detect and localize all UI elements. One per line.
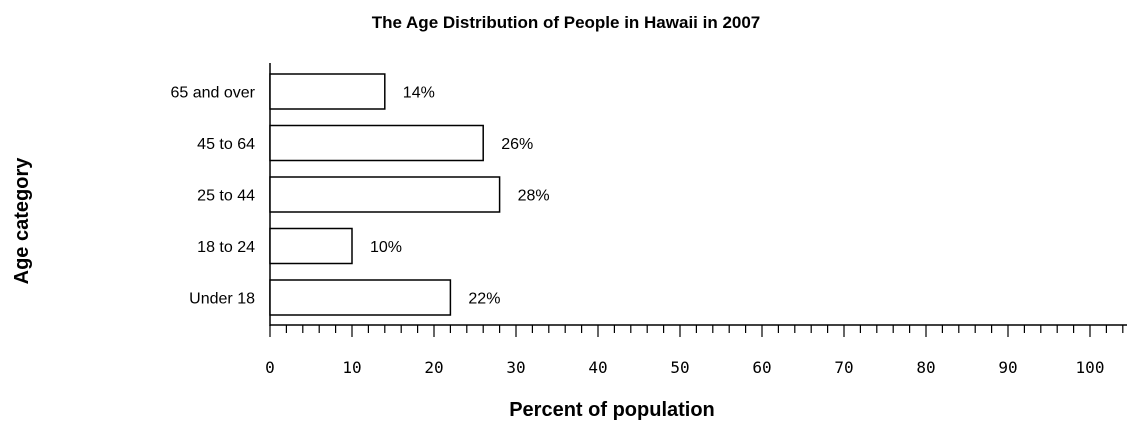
x-tick-label: 50 — [670, 358, 689, 377]
x-tick-label: 40 — [588, 358, 607, 377]
data-label: 26% — [501, 136, 533, 153]
x-tick-label: 80 — [916, 358, 935, 377]
data-label: 28% — [518, 188, 550, 205]
x-tick-label: 90 — [998, 358, 1017, 377]
x-tick-label: 30 — [506, 358, 525, 377]
bar — [269, 176, 501, 213]
x-tick-label: 100 — [1076, 358, 1105, 377]
y-axis-title: Age category — [11, 157, 33, 285]
data-label: 14% — [403, 85, 435, 102]
bar — [269, 227, 353, 265]
y-tick-label: 18 to 24 — [197, 239, 255, 256]
bar — [269, 73, 386, 110]
x-tick-label: 60 — [752, 358, 771, 377]
y-tick-label: Under 18 — [189, 291, 255, 308]
data-label: 22% — [468, 291, 500, 308]
y-tick-label: 25 to 44 — [197, 188, 255, 205]
x-tick-label: 70 — [834, 358, 853, 377]
bar — [269, 124, 484, 162]
x-axis-title: Percent of population — [509, 399, 715, 421]
x-tick-label: 0 — [265, 358, 275, 377]
plot-area: 0 10 20 30 40 50 60 70 80 90 100 65 and over 14% 45 t… — [170, 63, 1127, 377]
y-tick-label: 45 to 64 — [197, 136, 255, 153]
data-label: 10% — [370, 239, 402, 256]
chart-title: The Age Distribution of People in Hawaii… — [372, 13, 761, 32]
x-tick-label: 20 — [424, 358, 443, 377]
x-tick-label: 10 — [342, 358, 361, 377]
y-tick-label: 65 and over — [170, 85, 255, 102]
bar — [269, 279, 452, 316]
